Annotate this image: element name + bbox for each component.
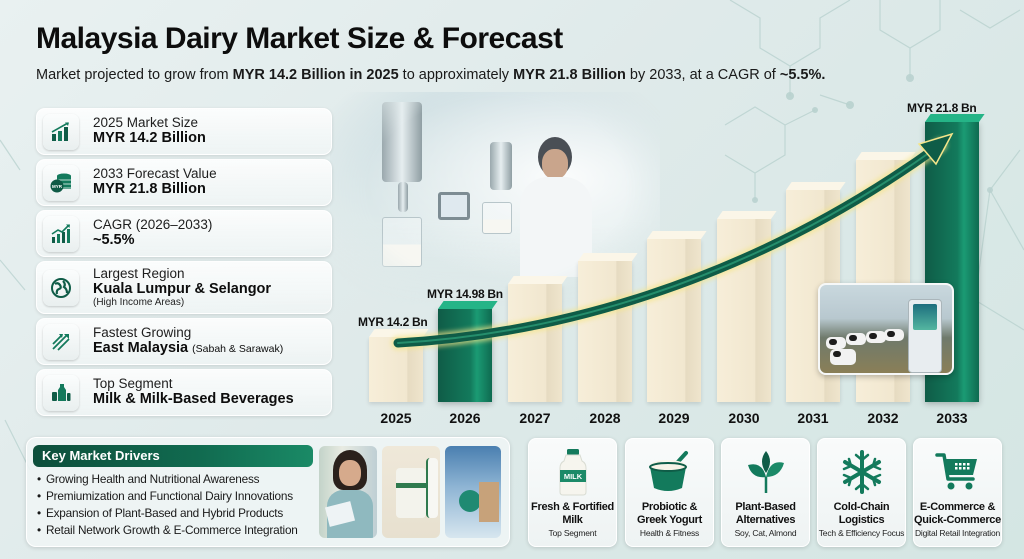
page-subtitle: Market projected to grow from MYR 14.2 B… [36, 67, 825, 83]
coin-stack-icon: MYR [43, 164, 79, 201]
subtitle-part: Market projected to grow from [36, 67, 233, 83]
driver-item: Premiumization and Functional Dairy Inno… [37, 488, 298, 505]
stat-card-top-segment: Top Segment Milk & Milk-Based Beverages [36, 369, 332, 416]
x-tick-2026: 2026 [449, 410, 481, 426]
stat-cards: 2025 Market Size MYR 14.2 Billion MYR 20… [36, 108, 332, 420]
bar-chart-up-icon [43, 113, 79, 150]
x-tick-2029: 2029 [658, 410, 690, 426]
subtitle-part: to approximately [398, 67, 514, 83]
stat-value: Kuala Lumpur & Selangor [93, 280, 272, 297]
subtitle-part-bold: ~5.5%. [779, 67, 826, 83]
stat-card-forecast-value: MYR 2033 Forecast Value MYR 21.8 Billion [36, 159, 332, 206]
x-tick-2030: 2030 [728, 410, 760, 426]
segment-title: Probiotic & Greek Yogurt [636, 501, 703, 526]
milk-bottle-icon: MILK [529, 447, 616, 497]
stat-label: Largest Region [93, 266, 185, 282]
x-tick-2031: 2031 [797, 410, 829, 426]
bar-label-2025: MYR 14.2 Bn [358, 315, 428, 329]
stat-value: East Malaysia (Sabah & Sarawak) [93, 339, 284, 357]
page-title: Malaysia Dairy Market Size & Forecast [36, 22, 563, 55]
stat-inline-note: (Sabah & Sarawak) [192, 342, 284, 355]
snowflake-icon [818, 447, 905, 497]
milk-bottles-icon [43, 374, 79, 411]
segment-card-fresh-milk: MILK Fresh & Fortified Milk Top Segment [528, 438, 617, 547]
stat-label: CAGR (2026–2033) [93, 217, 213, 233]
stat-card-cagr: CAGR (2026–2033) ~5.5% [36, 210, 332, 257]
drivers-list: Growing Health and Nutritional Awareness… [37, 471, 298, 539]
leaf-icon [722, 447, 809, 497]
stat-label: 2025 Market Size [93, 115, 199, 131]
market-size-bar-chart: MYR 14.2 Bn MYR 14.98 Bn MYR 21.8 Bn 202… [340, 90, 1024, 430]
segment-card-ecommerce: E-Commerce & Quick-Commerce Digital Reta… [913, 438, 1002, 547]
x-tick-2025: 2025 [380, 410, 412, 426]
dairy-farm-photo [818, 283, 954, 375]
drivers-heading: Key Market Drivers [33, 445, 313, 467]
segment-subtitle: Top Segment [548, 528, 597, 538]
segment-title: Plant-Based Alternatives [735, 501, 796, 526]
stat-label: Top Segment [93, 376, 173, 392]
stat-value: MYR 14.2 Billion [93, 129, 206, 146]
bar-2026 [438, 154, 498, 402]
segment-card-cold-chain: Cold-Chain Logistics Tech & Efficiency F… [817, 438, 906, 547]
segment-title: Cold-Chain Logistics [833, 501, 890, 526]
bar-label-2026: MYR 14.98 Bn [427, 287, 503, 301]
segment-subtitle: Health & Fitness [639, 528, 700, 538]
coin-text: MYR [52, 184, 63, 189]
warehouse-logistics-photo [445, 446, 501, 538]
stat-card-market-size: 2025 Market Size MYR 14.2 Billion [36, 108, 332, 155]
growth-chart-icon [43, 215, 79, 252]
shopper-reading-label-photo [319, 446, 377, 538]
bar-2029 [647, 154, 707, 402]
bar-label-2033: MYR 21.8 Bn [907, 101, 977, 115]
plant-based-product-photo [382, 446, 440, 538]
stat-label: Fastest Growing [93, 325, 192, 341]
shopping-cart-icon [914, 447, 1001, 497]
segment-subtitle: Soy, Cat, Almond [734, 528, 797, 538]
subtitle-part: by 2033, at a CAGR of [625, 67, 780, 83]
stat-value-text: East Malaysia [93, 339, 189, 356]
stat-value: Milk & Milk-Based Beverages [93, 390, 294, 407]
x-tick-2028: 2028 [589, 410, 621, 426]
stat-value: ~5.5% [93, 231, 135, 248]
stat-card-largest-region: Largest Region Kuala Lumpur & Selangor (… [36, 261, 332, 314]
milk-label-text: MILK [563, 472, 582, 481]
yogurt-cup-icon [626, 447, 713, 497]
rising-arrows-icon [43, 323, 79, 360]
bar-2028 [578, 154, 638, 402]
globe-icon [43, 269, 79, 306]
x-tick-2027: 2027 [519, 410, 551, 426]
stat-card-fastest-growing: Fastest Growing East Malaysia (Sabah & S… [36, 318, 332, 365]
segment-subtitle: Tech & Efficiency Focus [818, 528, 905, 538]
bar-2027 [508, 154, 568, 402]
subtitle-part-bold: MYR 21.8 Billion [513, 67, 626, 83]
segment-title: E-Commerce & Quick-Commerce [914, 501, 1001, 526]
driver-item: Growing Health and Nutritional Awareness [37, 471, 298, 488]
stat-note: (High Income Areas) [93, 296, 185, 308]
x-tick-2032: 2032 [867, 410, 899, 426]
segment-card-yogurt: Probiotic & Greek Yogurt Health & Fitnes… [625, 438, 714, 547]
key-market-drivers-panel: Key Market Drivers Growing Health and Nu… [26, 437, 510, 547]
stat-label: 2033 Forecast Value [93, 166, 217, 182]
segment-title: Fresh & Fortified Milk [531, 501, 614, 526]
segment-card-plant-based: Plant-Based Alternatives Soy, Cat, Almon… [721, 438, 810, 547]
driver-item: Retail Network Growth & E-Commerce Integ… [37, 522, 298, 539]
subtitle-part-bold: MYR 14.2 Billion in 2025 [232, 67, 399, 83]
trend-arrow [391, 132, 954, 350]
stat-value: MYR 21.8 Billion [93, 180, 206, 197]
segment-subtitle: Digital Retail Integration [914, 528, 1001, 538]
driver-item: Expansion of Plant-Based and Hybrid Prod… [37, 505, 298, 522]
x-tick-2033: 2033 [936, 410, 968, 426]
